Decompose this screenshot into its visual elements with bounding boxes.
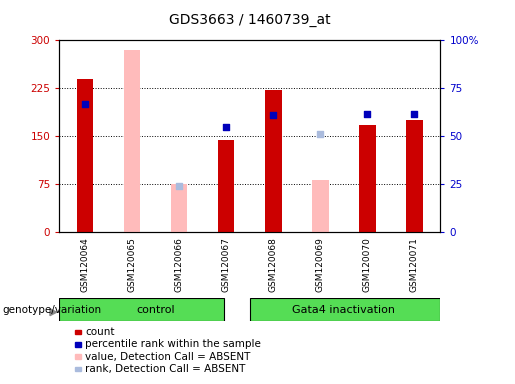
Point (81, 101, 89, 108)
Point (363, 111, 371, 117)
Bar (171, 184, 187, 232)
Text: GDS3663 / 1460739_at: GDS3663 / 1460739_at (169, 13, 331, 27)
Text: count: count (85, 327, 114, 337)
Point (269, 112, 278, 118)
Bar (359, 125, 375, 232)
Text: GSM120064: GSM120064 (81, 237, 90, 292)
Bar (218, 139, 234, 232)
Text: percentile rank within the sample: percentile rank within the sample (85, 339, 261, 349)
Point (316, 131, 324, 137)
Text: GSM120067: GSM120067 (222, 237, 231, 292)
Point (222, 124, 230, 130)
Text: genotype/variation: genotype/variation (3, 305, 101, 315)
Bar (124, 50, 141, 232)
Text: Gata4 inactivation: Gata4 inactivation (293, 305, 396, 314)
Bar (250, 298, 440, 321)
Text: GSM120065: GSM120065 (128, 237, 136, 292)
Text: GSM120068: GSM120068 (269, 237, 278, 292)
Text: GSM120071: GSM120071 (410, 237, 419, 292)
Text: GSM120066: GSM120066 (175, 237, 184, 292)
Text: value, Detection Call = ABSENT: value, Detection Call = ABSENT (85, 352, 250, 362)
Bar (77, 79, 93, 232)
Bar (265, 90, 282, 232)
Point (175, 183, 183, 189)
Text: control: control (136, 305, 175, 314)
Text: GSM120069: GSM120069 (316, 237, 325, 292)
Point (410, 111, 419, 117)
Bar (59, 298, 224, 321)
Bar (312, 180, 329, 232)
Text: rank, Detection Call = ABSENT: rank, Detection Call = ABSENT (85, 364, 245, 374)
Text: GSM120070: GSM120070 (363, 237, 372, 292)
Bar (406, 120, 423, 232)
